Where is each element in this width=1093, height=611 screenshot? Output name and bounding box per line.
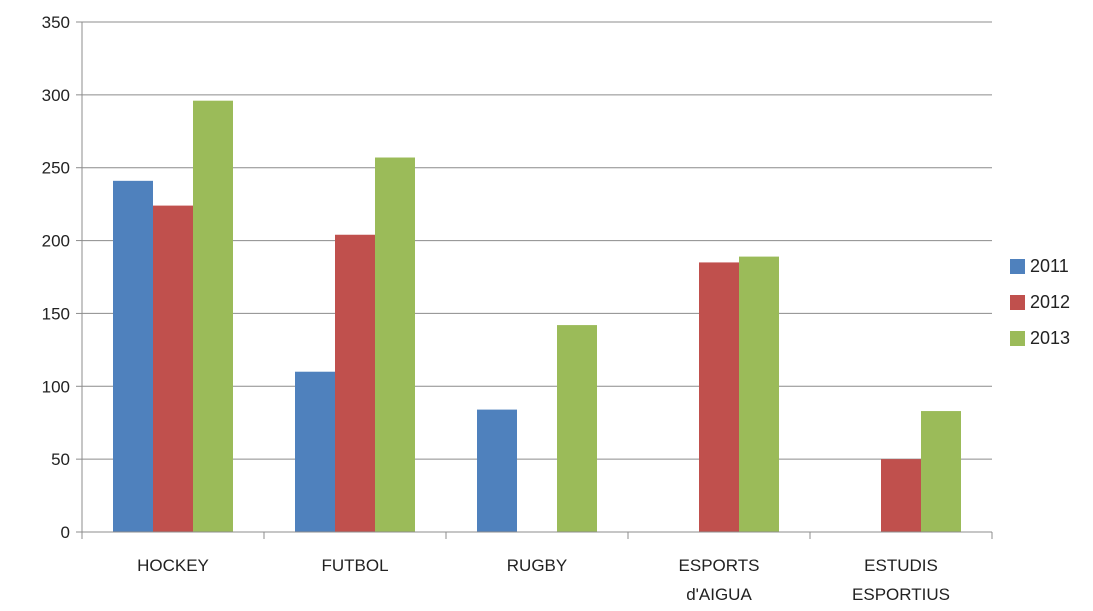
y-tick-label: 350 bbox=[42, 13, 70, 32]
x-tick-label: RUGBY bbox=[507, 556, 567, 575]
bar-2013 bbox=[739, 256, 779, 532]
legend-item-2011: 2011 bbox=[1010, 252, 1070, 280]
bar-2012 bbox=[335, 234, 375, 532]
legend-label-2013: 2013 bbox=[1030, 327, 1071, 348]
bar-2012 bbox=[881, 459, 921, 532]
legend-label-2011: 2011 bbox=[1030, 255, 1069, 276]
y-tick-label: 100 bbox=[42, 377, 70, 396]
bar-2013 bbox=[375, 157, 415, 532]
gridlines bbox=[82, 21, 992, 460]
bar-2013 bbox=[921, 411, 961, 532]
legend-swatch-2012 bbox=[1010, 294, 1025, 310]
y-tick-label: 200 bbox=[42, 232, 70, 251]
x-tick-label: d'AIGUA bbox=[686, 585, 752, 604]
bar-2013 bbox=[193, 100, 233, 532]
legend-swatch-2013 bbox=[1010, 330, 1025, 346]
legend: 2011 2012 2013 bbox=[1010, 252, 1070, 360]
axes bbox=[81, 22, 992, 533]
x-tick-label: HOCKEY bbox=[137, 556, 209, 575]
bar-2011 bbox=[477, 409, 517, 532]
legend-swatch-2011 bbox=[1010, 258, 1025, 274]
y-tick-label: 250 bbox=[42, 159, 70, 178]
bar-2011 bbox=[295, 371, 335, 532]
bar-2012 bbox=[153, 205, 193, 532]
x-tick-label: ESTUDIS bbox=[864, 556, 938, 575]
y-tick-label: 0 bbox=[61, 523, 70, 542]
bar-2013 bbox=[557, 325, 597, 532]
bars bbox=[113, 100, 961, 533]
legend-item-2012: 2012 bbox=[1010, 288, 1070, 316]
bar-2011 bbox=[113, 180, 153, 533]
legend-item-2013: 2013 bbox=[1010, 324, 1070, 352]
bar-2012 bbox=[699, 262, 739, 532]
x-axis-ticks: HOCKEY FUTBOL RUGBY ESPORTS d'AIGUA ESTUDIS ES… bbox=[81, 532, 993, 604]
legend-label-2012: 2012 bbox=[1030, 291, 1071, 312]
y-tick-label: 300 bbox=[42, 86, 70, 105]
x-tick-label: ESPORTS bbox=[679, 556, 760, 575]
x-tick-label: ESPORTIUS bbox=[852, 585, 950, 604]
y-axis-ticks: 0 50 100 150 200 250 300 350 bbox=[42, 13, 82, 542]
y-tick-label: 150 bbox=[42, 304, 70, 323]
y-tick-label: 50 bbox=[51, 450, 70, 469]
x-tick-label: FUTBOL bbox=[321, 556, 388, 575]
